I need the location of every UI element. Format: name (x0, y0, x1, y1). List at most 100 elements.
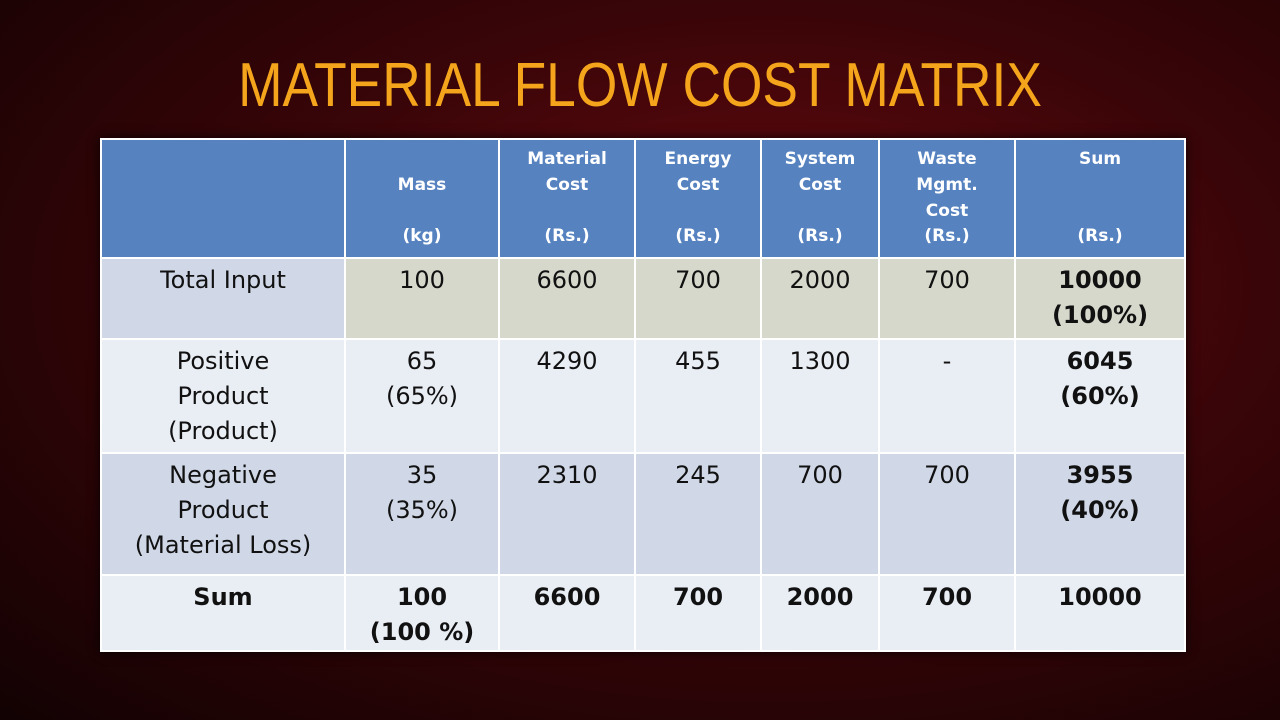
table-row: Sum 100 (100 %) 6600 700 2000 700 10000 (100, 574, 1186, 652)
cell-line: 6600 (533, 583, 601, 611)
table-row: Positive Product (Product) 65 (65%) 4290 455 13… (100, 338, 1186, 454)
cell-line: 100 (396, 583, 448, 611)
table-cell: 700 (634, 574, 762, 652)
row-label: Sum (100, 574, 346, 652)
header-line: Mass (397, 175, 447, 195)
table-cell: 35 (35%) (344, 452, 500, 576)
table-cell: 100 (344, 257, 500, 340)
table-cell: 700 (878, 574, 1016, 652)
cell-line: (65%) (385, 382, 459, 410)
cell-line: 245 (675, 461, 721, 489)
cell-line: 100 (399, 266, 445, 294)
table-cell: 6045 (60%) (1014, 338, 1186, 454)
header-cell: Material Cost (Rs.) (498, 138, 636, 259)
table-cell: 700 (878, 452, 1016, 576)
header-unit: (kg) (402, 226, 442, 246)
table-cell: 4290 (498, 338, 636, 454)
cost-matrix: Mass (kg) Material Cost (Rs.) Energy Cost (Rs.)… (100, 138, 1186, 652)
header-cell: Sum (Rs.) (1014, 138, 1186, 259)
header-cell: Energy Cost (Rs.) (634, 138, 762, 259)
header-line: Cost (676, 175, 720, 195)
header-name: System Cost (762, 140, 878, 198)
header-cell: System Cost (Rs.) (760, 138, 880, 259)
label-line: Total Input (160, 266, 286, 294)
header-name: Waste Mgmt. Cost (880, 140, 1014, 224)
cell-line: (60%) (1060, 382, 1140, 410)
table-cell: 700 (760, 452, 880, 576)
label-line: Product (177, 496, 269, 524)
corner-cell (100, 138, 346, 259)
cell-line: 700 (675, 266, 721, 294)
header-unit: (Rs.) (544, 226, 590, 246)
table-cell: 245 (634, 452, 762, 576)
header-name: Energy Cost (636, 140, 760, 198)
slide-title: MATERIAL FLOW COST MATRIX (238, 51, 1042, 120)
cell-line: 700 (672, 583, 724, 611)
table-cell: 10000 (100%) (1014, 257, 1186, 340)
table-row: Total Input 100 6600 700 2000 700 10000 (100%) (100, 257, 1186, 340)
cell-line: (100%) (1051, 301, 1149, 329)
row-label: Positive Product (Product) (100, 338, 346, 454)
label-line: Negative (169, 461, 277, 489)
table-cell: 65 (65%) (344, 338, 500, 454)
header-row: Mass (kg) Material Cost (Rs.) Energy Cost (Rs.)… (100, 138, 1186, 259)
cell-line: 700 (924, 266, 970, 294)
header-unit: (Rs.) (1077, 226, 1123, 246)
table-cell: 6600 (498, 574, 636, 652)
header-cell: Mass (kg) (344, 138, 500, 259)
header-name: Mass (346, 140, 498, 198)
header-name: Material Cost (500, 140, 634, 198)
label-line: Positive (176, 347, 270, 375)
header-line: Energy (664, 149, 732, 169)
label-line: Sum (193, 583, 253, 611)
table-cell: 10000 (1014, 574, 1186, 652)
header-line: Mgmt. (916, 175, 978, 195)
header-line: Cost (798, 175, 842, 195)
cell-line: 6045 (1066, 347, 1134, 375)
header-name: Sum (1016, 140, 1184, 172)
header-unit: (Rs.) (797, 226, 843, 246)
cell-line: - (942, 347, 952, 375)
cell-line: 10000 (1058, 583, 1142, 611)
table-cell: 3955 (40%) (1014, 452, 1186, 576)
cell-line: 700 (921, 583, 973, 611)
cell-line: (35%) (385, 496, 459, 524)
cell-line: 455 (675, 347, 721, 375)
header-line: Waste (917, 149, 977, 169)
header-line: System (784, 149, 856, 169)
cell-line: 2000 (786, 583, 854, 611)
table-cell: 455 (634, 338, 762, 454)
table-cell: 2310 (498, 452, 636, 576)
header-cell: Waste Mgmt. Cost (Rs.) (878, 138, 1016, 259)
table-cell: 100 (100 %) (344, 574, 500, 652)
table-cell: 6600 (498, 257, 636, 340)
cell-line: 3955 (1066, 461, 1134, 489)
cell-line: 65 (406, 347, 438, 375)
header-unit: (Rs.) (675, 226, 721, 246)
cell-line: 10000 (1058, 266, 1142, 294)
header-line: Cost (545, 175, 589, 195)
table-row: Negative Product (Material Loss) 35 (35%) 231… (100, 452, 1186, 576)
label-line: (Material Loss) (134, 531, 312, 559)
header-unit: (Rs.) (924, 226, 970, 246)
cell-line: 700 (924, 461, 970, 489)
cell-line: 35 (406, 461, 438, 489)
row-label: Total Input (100, 257, 346, 340)
table-cell: 2000 (760, 257, 880, 340)
row-label: Negative Product (Material Loss) (100, 452, 346, 576)
cell-line: 6600 (536, 266, 598, 294)
cell-line: 1300 (789, 347, 851, 375)
cell-line: 2000 (789, 266, 851, 294)
table-cell: - (878, 338, 1016, 454)
cell-line: 4290 (536, 347, 598, 375)
label-line: (Product) (168, 417, 278, 445)
table-cell: 1300 (760, 338, 880, 454)
table-cell: 2000 (760, 574, 880, 652)
label-line: Product (177, 382, 269, 410)
table-cell: 700 (634, 257, 762, 340)
header-line: Sum (1078, 149, 1122, 169)
cell-line: (40%) (1060, 496, 1140, 524)
table-cell: 700 (878, 257, 1016, 340)
header-line: Cost (925, 201, 969, 221)
